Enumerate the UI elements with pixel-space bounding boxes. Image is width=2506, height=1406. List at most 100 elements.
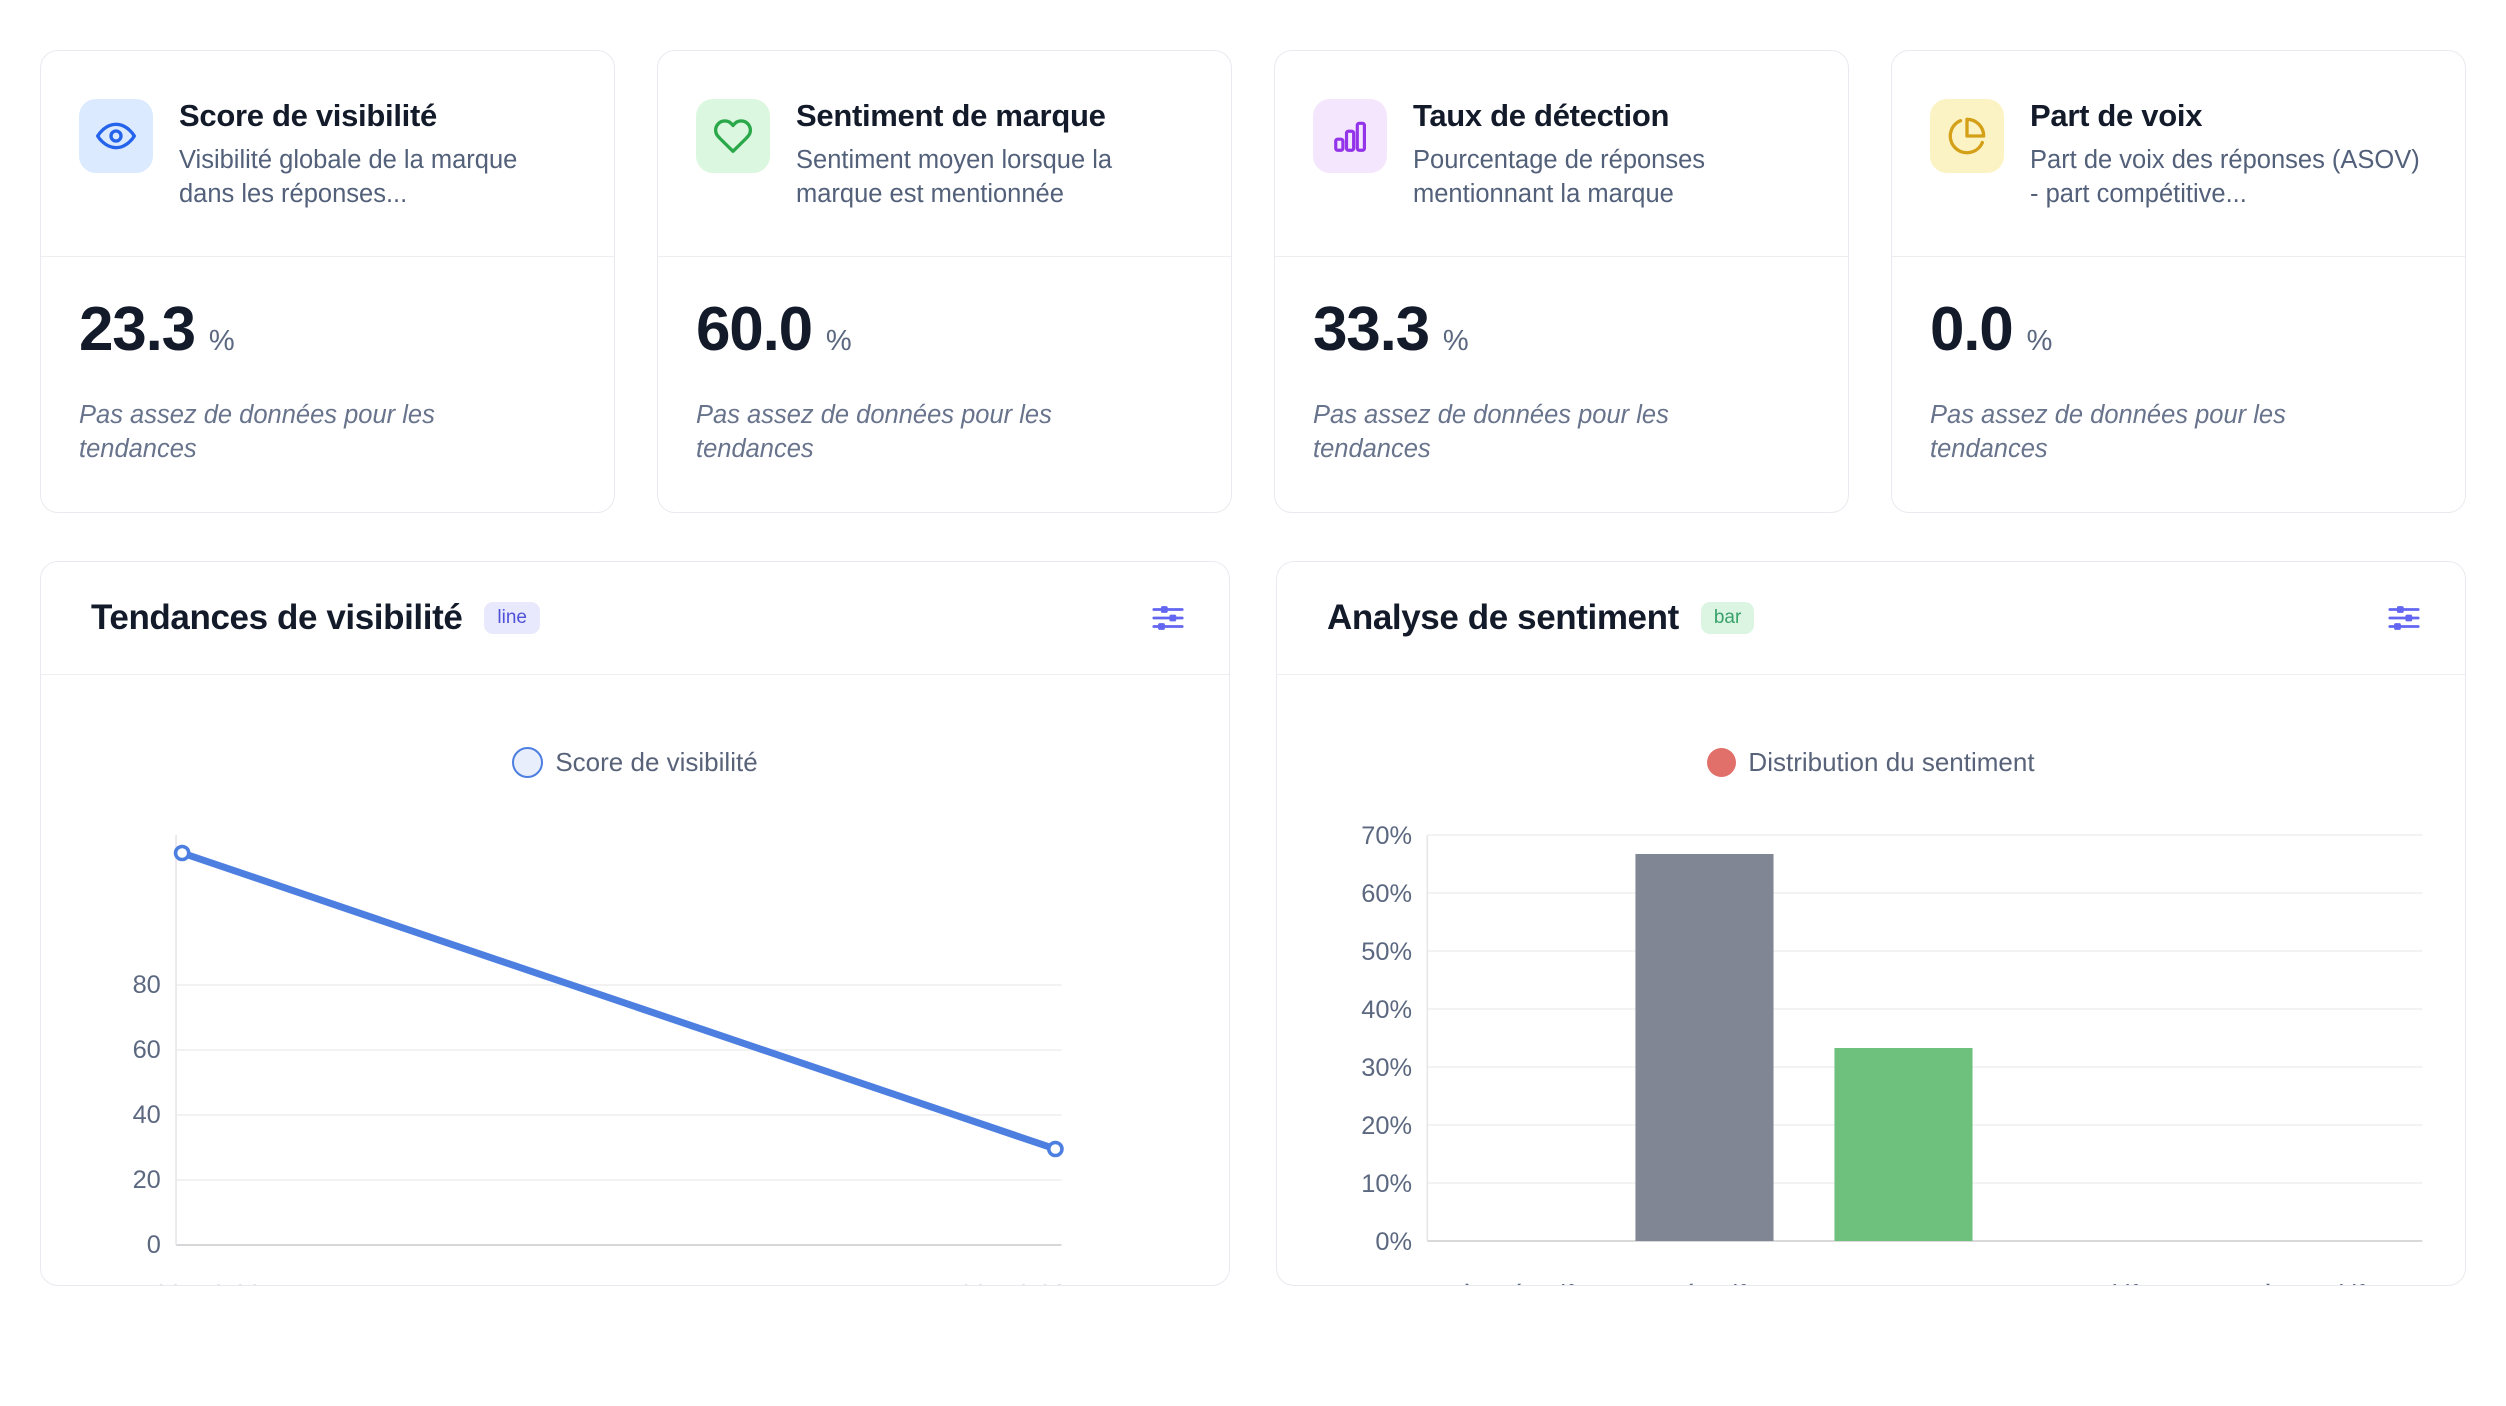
kpi-value: 23.3 <box>79 294 196 364</box>
data-point-marker[interactable] <box>1046 1140 1064 1158</box>
y-tick-label: 40 <box>133 1101 161 1129</box>
kpi-card-detection-rate[interactable]: Taux de détection Pourcentage de réponse… <box>1274 50 1849 513</box>
kpi-card-header: Score de visibilité Visibilité globale d… <box>41 51 614 257</box>
heart-icon-container <box>696 99 770 173</box>
kpi-card-visibility-score[interactable]: Score de visibilité Visibilité globale d… <box>40 50 615 513</box>
legend-label: Distribution du sentiment <box>1748 746 2035 777</box>
line-chart-svg: 80 60 40 20 0 Mar 22, 12:33 <box>102 834 1067 1285</box>
kpi-card-body: 0.0 % Pas assez de données pour les tend… <box>1892 257 2465 512</box>
kpi-card-text: Score de visibilité Visibilité globale d… <box>179 95 578 212</box>
y-tick-label: 60% <box>1361 880 1412 908</box>
chart-settings-button[interactable] <box>2381 595 2427 641</box>
x-tick-label: Négatif <box>1663 1281 1746 1285</box>
legend-marker-icon <box>1707 747 1737 777</box>
kpi-value-line: 33.3 % <box>1313 294 1810 364</box>
kpi-trend-note: Pas assez de données pour les tendances <box>1930 400 2286 463</box>
y-tick-label: 80 <box>133 971 161 999</box>
chart-type-badge: bar <box>1700 601 1755 634</box>
chart-type-badge: line <box>484 601 540 634</box>
y-axis-tick-labels: 70% 60% 50% 40% 30% 20% 10% 0% <box>1361 822 1412 1256</box>
kpi-card-title: Sentiment de marque <box>796 98 1106 133</box>
kpi-unit: % <box>1442 324 1469 357</box>
chart-settings-button[interactable] <box>1145 595 1191 641</box>
kpi-card-header: Part de voix Part de voix des réponses (… <box>1892 51 2465 257</box>
kpi-value-line: 60.0 % <box>696 294 1193 364</box>
kpi-card-description: Visibilité globale de la marque dans les… <box>179 146 518 209</box>
y-axis-tick-labels: 80 60 40 20 0 <box>133 971 161 1259</box>
chart-panel-row: Tendances de visibilité line <box>40 560 2466 1286</box>
x-tick-label: Mar 22, 12:33 <box>102 1281 262 1285</box>
y-tick-label: 20 <box>133 1166 161 1194</box>
pie-chart-icon-container <box>1930 99 2004 173</box>
line-series-score-de-visibilite <box>178 849 1059 1153</box>
chart-body-line: Score de visibilité <box>41 675 1229 1285</box>
y-tick-label: 50% <box>1361 938 1412 966</box>
kpi-card-title: Part de voix <box>2030 98 2203 133</box>
bar-positif[interactable] <box>1834 1047 1973 1241</box>
chart-body-bar: Distribution du sentiment <box>1277 675 2465 1285</box>
kpi-trend-note: Pas assez de données pour les tendances <box>79 400 435 463</box>
sliders-icon <box>2388 605 2420 630</box>
data-point-marker[interactable] <box>173 844 191 862</box>
eye-icon <box>96 122 136 150</box>
kpi-card-description: Sentiment moyen lorsque la marque est me… <box>796 146 1113 209</box>
bar-neutre[interactable] <box>1635 853 1774 1241</box>
kpi-card-body: 33.3 % Pas assez de données pour les ten… <box>1275 257 1848 512</box>
bar-chart-icon <box>1334 121 1366 152</box>
y-tick-label: 30% <box>1361 1054 1412 1082</box>
bar-chart-plot: 70% 60% 50% 40% 30% 20% 10% 0% <box>1277 675 2465 1285</box>
kpi-trend-note: Pas assez de données pour les tendances <box>696 400 1052 463</box>
kpi-value-line: 0.0 % <box>1930 294 2427 364</box>
gridlines <box>176 984 1062 1181</box>
kpi-value: 33.3 <box>1313 294 1430 364</box>
pie-chart-icon <box>1948 117 1986 155</box>
legend-marker-icon <box>512 746 544 778</box>
chart-panel-header-left: Analyse de sentiment bar <box>1327 597 1755 638</box>
kpi-card-description: Part de voix des réponses (ASOV) - part … <box>2030 146 2420 209</box>
kpi-card-body: 23.3 % Pas assez de données pour les ten… <box>41 257 614 512</box>
kpi-card-row: Score de visibilité Visibilité globale d… <box>40 50 2466 513</box>
kpi-card-header: Sentiment de marque Sentiment moyen lors… <box>658 51 1231 257</box>
y-tick-label: 40% <box>1361 996 1412 1024</box>
y-tick-label: 70% <box>1361 822 1412 850</box>
chart-panel-header-left: Tendances de visibilité line <box>91 598 540 638</box>
kpi-card-body: 60.0 % Pas assez de données pour les ten… <box>658 257 1231 512</box>
kpi-value-line: 23.3 % <box>79 294 576 364</box>
kpi-unit: % <box>825 324 852 357</box>
kpi-card-title: Taux de détection <box>1413 98 1670 133</box>
chart-legend: Score de visibilité <box>41 746 1229 778</box>
kpi-unit: % <box>2026 324 2053 357</box>
chart-panel-visibility-trends: Tendances de visibilité line <box>40 560 1230 1286</box>
x-tick-label: Très négatif <box>1438 1281 1575 1285</box>
chart-legend: Distribution du sentiment <box>1277 747 2465 778</box>
kpi-value: 0.0 <box>1930 294 2014 364</box>
bar-chart-icon-container <box>1313 99 1387 173</box>
x-tick-label: Très positif <box>2239 1281 2365 1285</box>
chart-title: Analyse de sentiment <box>1327 597 1679 637</box>
bar-chart-svg: 70% 60% 50% 40% 30% 20% 10% 0% <box>1361 822 2423 1285</box>
kpi-trend-note: Pas assez de données pour les tendances <box>1313 400 1669 463</box>
x-axis-tick-labels: Très négatif Négatif Neutre Positif Très… <box>1438 1281 2366 1285</box>
sliders-icon <box>1152 605 1184 630</box>
kpi-card-brand-sentiment[interactable]: Sentiment de marque Sentiment moyen lors… <box>657 50 1232 513</box>
line-chart-plot: 80 60 40 20 0 Mar 22, 12:33 <box>41 675 1229 1285</box>
kpi-card-text: Sentiment de marque Sentiment moyen lors… <box>796 95 1195 212</box>
kpi-card-description: Pourcentage de réponses mentionnant la m… <box>1413 146 1706 209</box>
kpi-card-share-of-voice[interactable]: Part de voix Part de voix des réponses (… <box>1891 50 2466 513</box>
kpi-unit: % <box>208 324 235 357</box>
kpi-card-header: Taux de détection Pourcentage de réponse… <box>1275 51 1848 257</box>
y-tick-label: 0 <box>147 1231 161 1259</box>
y-tick-label: 60 <box>133 1036 161 1064</box>
y-tick-label: 0% <box>1375 1228 1412 1256</box>
chart-panel-sentiment-analysis: Analyse de sentiment bar <box>1276 560 2466 1286</box>
chart-title: Tendances de visibilité <box>91 597 463 637</box>
chart-panel-header: Tendances de visibilité line <box>41 562 1229 675</box>
y-tick-label: 20% <box>1361 1112 1412 1140</box>
x-tick-label: Positif <box>2067 1281 2138 1285</box>
legend-label: Score de visibilité <box>555 746 758 777</box>
kpi-card-title: Score de visibilité <box>179 98 437 133</box>
kpi-card-text: Taux de détection Pourcentage de réponse… <box>1413 95 1812 212</box>
x-axis-tick-labels: Mar 22, 12:33 Mar 22, 12:39 <box>102 1281 1067 1285</box>
kpi-value: 60.0 <box>696 294 813 364</box>
